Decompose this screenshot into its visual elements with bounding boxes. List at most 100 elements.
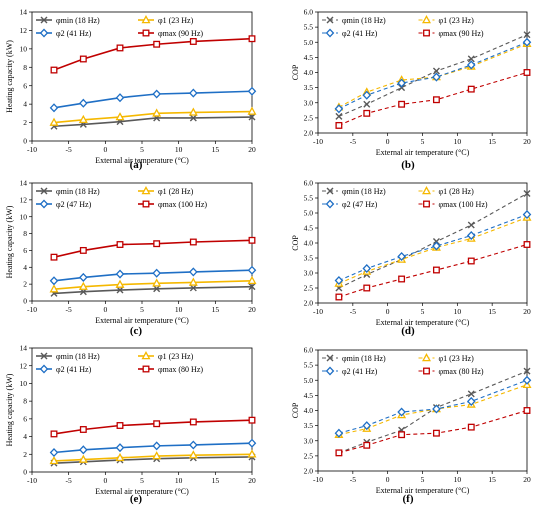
y-axis-label: COP — [291, 235, 300, 251]
data-point — [523, 367, 531, 375]
legend-marker — [141, 186, 151, 195]
data-point — [116, 422, 124, 429]
x-tick-label: 0 — [386, 137, 390, 146]
x-tick-label: 15 — [212, 476, 220, 485]
series-triangle — [49, 449, 257, 465]
series-line — [338, 34, 528, 117]
legend-marker — [142, 29, 150, 37]
x-tick-label: 20 — [248, 305, 256, 314]
data-point — [247, 275, 257, 285]
panel-b: -10 -5 0 5 10 15 20 2.0 2.5 3.0 3.5 4.0 4.5 5.0 5.5 6.0… — [291, 8, 532, 171]
legend-marker — [142, 200, 150, 208]
data-point — [523, 69, 531, 76]
data-point — [247, 438, 257, 448]
legend-label: φ1 (28 Hz) — [158, 187, 194, 196]
y-tick-label: 5.5 — [304, 194, 314, 203]
legend-item: φ2 (41 Hz) — [36, 28, 92, 38]
series-line — [53, 419, 253, 435]
data-point — [248, 416, 256, 424]
series-line — [338, 379, 528, 434]
y-tick-label: 14 — [20, 344, 28, 353]
data-point — [247, 449, 257, 458]
legend-label: φ2 (41 Hz) — [342, 367, 378, 376]
y-tick-label: 14 — [20, 179, 28, 188]
data-point — [247, 265, 257, 275]
data-point — [50, 430, 58, 438]
legend-label: φmax (80 Hz) — [439, 367, 484, 376]
x-tick-label: 0 — [386, 307, 390, 316]
data-point — [363, 284, 371, 292]
data-point — [152, 451, 162, 460]
series-diamond — [334, 37, 532, 114]
data-point — [78, 454, 88, 463]
y-tick-label: 2.5 — [304, 113, 314, 122]
x-axis-label: External air temperature (°C) — [376, 318, 470, 327]
legend: φmin (18 Hz) φ1 (23 Hz) φ2 (41 Hz) φmax (80… — [36, 351, 203, 374]
x-tick-label: -10 — [27, 145, 37, 154]
y-tick-label: 8 — [23, 397, 27, 406]
x-axis-label: External air temperature (°C) — [95, 316, 189, 325]
data-point — [362, 421, 372, 431]
data-point — [115, 279, 125, 288]
x-tick-label: 20 — [248, 476, 256, 485]
series-square — [335, 69, 531, 129]
data-point — [466, 60, 476, 70]
x-tick-label: -5 — [350, 475, 356, 484]
x-tick-label: -10 — [313, 137, 323, 146]
data-point — [334, 275, 344, 286]
panel-label: (b) — [401, 159, 415, 171]
x-tick-label: 10 — [175, 476, 183, 485]
legend-marker — [39, 364, 49, 374]
data-point — [49, 117, 59, 126]
data-point — [49, 276, 59, 286]
data-point — [79, 445, 88, 455]
data-point — [397, 407, 406, 417]
y-tick-label: 2.5 — [304, 284, 314, 293]
legend-label: φmax (80 Hz) — [158, 365, 203, 374]
data-point — [79, 98, 88, 108]
series-line — [338, 243, 528, 298]
data-point — [467, 85, 475, 93]
series-square — [50, 236, 256, 261]
legend-marker — [40, 352, 48, 360]
legend-item: φ2 (47 Hz) — [36, 199, 92, 209]
panel-label: (c) — [130, 325, 143, 337]
y-tick-label: 4 — [23, 432, 27, 441]
panel-d: -10 -5 0 5 10 15 20 2.0 2.5 3.0 3.5 4.0 4.5 5.0 5.5 6.0… — [291, 179, 532, 337]
data-point — [78, 114, 88, 124]
y-tick-label: 0 — [23, 297, 27, 306]
legend-item: φmax (80 Hz) — [418, 367, 484, 376]
y-tick-label: 2.0 — [304, 129, 314, 138]
data-point — [467, 55, 475, 63]
x-axis-label: External air temperature (°C) — [376, 148, 470, 157]
series-diamond — [49, 265, 257, 286]
y-tick-label: 6.0 — [304, 346, 314, 355]
x-tick-label: 0 — [103, 145, 107, 154]
data-point — [335, 449, 343, 457]
data-point — [522, 209, 532, 220]
y-tick-label: 3.5 — [304, 83, 314, 92]
legend-label: φ1 (23 Hz) — [158, 352, 194, 361]
x-tick-label: -10 — [27, 476, 37, 485]
legend-item: φmin (18 Hz) — [322, 187, 386, 196]
series-triangle — [49, 106, 257, 126]
legend-item: φmax (90 Hz) — [138, 29, 203, 38]
legend-item: φmax (80 Hz) — [138, 365, 203, 374]
legend-marker — [39, 199, 49, 209]
data-point — [432, 241, 441, 251]
data-point — [334, 104, 344, 114]
y-tick-label: 14 — [20, 8, 28, 17]
legend-label: φ1 (23 Hz) — [158, 16, 194, 25]
data-point — [522, 37, 532, 47]
legend-item: φmin (18 Hz) — [322, 16, 386, 25]
data-point — [247, 106, 257, 115]
legend-item: φ1 (23 Hz) — [138, 15, 194, 25]
x-axis-label: External air temperature (°C) — [376, 486, 470, 495]
data-point — [50, 253, 58, 261]
data-point — [523, 190, 531, 197]
legend-item: φmin (18 Hz) — [36, 187, 100, 196]
series-line — [53, 37, 253, 71]
data-point — [153, 240, 161, 248]
data-point — [247, 86, 257, 96]
series-triangle — [334, 38, 532, 111]
